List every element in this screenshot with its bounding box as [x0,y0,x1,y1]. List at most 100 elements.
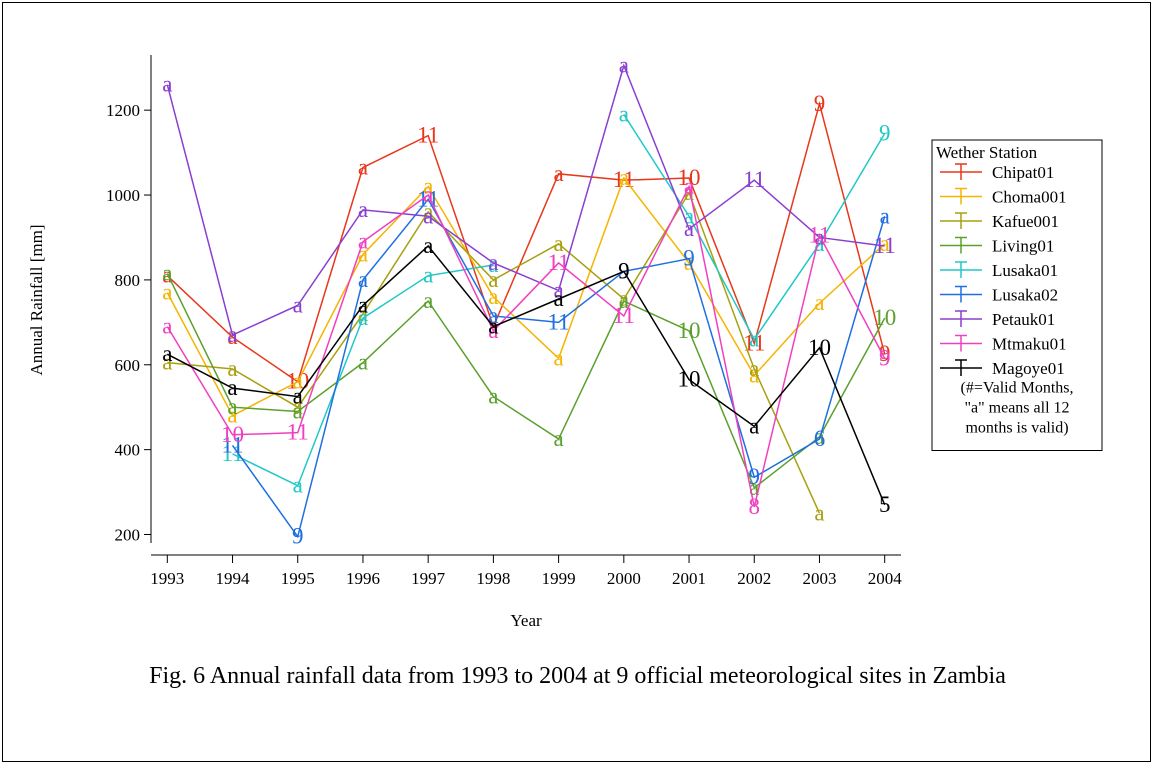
point-label: a [423,174,433,199]
point-label: a [749,413,759,438]
x-tick-label: 1995 [281,569,315,588]
point-label: a [684,250,694,275]
point-label: a [553,278,563,303]
point-label: 11 [548,309,570,334]
point-label: a [227,356,237,381]
caption: Fig. 6 Annual rainfall data from 1993 to… [149,663,1006,689]
point-label: a [293,394,303,419]
point-label: a [880,231,890,256]
point-label: a [488,267,498,292]
y-tick-label: 200 [115,526,141,545]
x-tick-label: 1996 [346,569,380,588]
point-label: 11 [221,441,243,466]
point-label: a [749,475,759,500]
point-label: a [358,350,368,375]
x-tick-label: 2000 [607,569,641,588]
point-label: 11 [743,331,765,356]
point-label: 5 [879,492,891,517]
point-label: a [814,231,824,256]
x-tick-label: 1997 [411,569,446,588]
point-label: a [423,199,433,224]
point-label: a [684,180,694,205]
legend-label: Mtmaku01 [992,335,1067,354]
point-label: a [162,280,172,305]
series-line [231,197,886,539]
point-label: a [293,473,303,498]
y-axis-label: Annual Rainfall [mm] [27,224,46,375]
point-label: a [619,286,629,311]
point-label: 11 [287,420,309,445]
point-label: a [162,350,172,375]
point-label: 9 [879,341,891,366]
point-label: a [358,154,368,179]
point-label: a [684,203,694,228]
x-axis-label: Year [510,611,542,630]
point-label: a [488,284,498,309]
point-label: a [227,394,237,419]
point-label: a [619,53,629,78]
series-line [166,176,886,417]
legend-label: Lusaka02 [992,286,1058,305]
point-label: a [619,165,629,190]
point-label: a [488,318,498,343]
point-label: 10 [678,367,701,392]
point-label: a [423,288,433,313]
series-line [166,100,886,383]
point-label: 9 [618,258,630,283]
point-label: a [684,216,694,241]
point-label: 10 [678,165,701,190]
point-label: a [358,301,368,326]
legend-label: Chipat01 [992,163,1054,182]
series-line [166,273,886,490]
point-label: a [553,161,563,186]
x-tick-label: 2002 [737,569,771,588]
point-label: 11 [417,123,439,148]
point-label: a [553,231,563,256]
legend-label: Living01 [992,237,1054,256]
legend-note: (#=Valid Months, [960,380,1073,397]
point-label: 11 [548,250,570,275]
series-line [623,114,886,341]
point-label: 9 [814,91,826,116]
point-label: a [423,233,433,258]
point-label: a [814,290,824,315]
point-label: a [358,229,368,254]
x-tick-label: 1999 [542,569,576,588]
legend-note: "a" means all 12 [964,400,1069,417]
point-label: a [488,303,498,328]
y-tick-label: 1200 [106,101,140,120]
point-label: a [162,261,172,286]
point-label: a [227,322,237,347]
point-label: a [423,182,433,207]
point-label: a [358,241,368,266]
point-label: a [423,263,433,288]
point-label: a [880,203,890,228]
point-label: 11 [874,233,896,258]
legend-label: Kafue001 [992,212,1059,231]
x-tick-label: 2004 [868,569,903,588]
point-label: 11 [808,222,830,247]
point-label: a [227,403,237,428]
legend-label: Choma001 [992,188,1067,207]
point-label: 10 [873,305,896,330]
point-label: 11 [221,432,243,457]
x-tick-label: 1994 [216,569,251,588]
series-line [166,244,886,506]
x-tick-label: 1998 [476,569,510,588]
point-label: a [423,203,433,228]
point-label: a [749,362,759,387]
series-line [167,191,821,514]
legend-label: Lusaka01 [992,261,1058,280]
x-tick-label: 1993 [150,569,184,588]
point-label: a [553,426,563,451]
legend-note: months is valid) [965,420,1068,437]
point-label: a [488,252,498,277]
y-tick-label: 600 [115,356,141,375]
point-label: a [488,250,498,275]
x-tick-label: 2003 [802,569,836,588]
point-label: a [749,326,759,351]
point-label: a [358,292,368,317]
point-label: a [749,356,759,381]
